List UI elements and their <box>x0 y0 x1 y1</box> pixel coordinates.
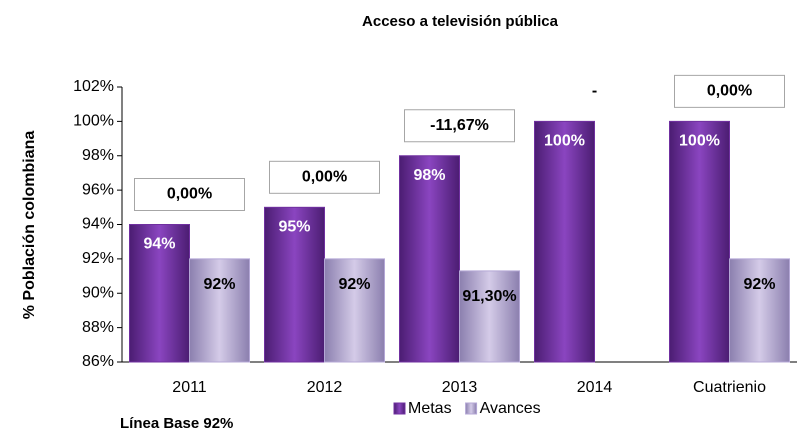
bar <box>129 224 190 363</box>
footnote: Línea Base 92% <box>120 415 233 432</box>
bar <box>729 258 790 363</box>
y-tick-label: 88% <box>82 319 114 336</box>
data-label: 91,30% <box>462 288 516 305</box>
bar <box>189 258 250 363</box>
bar <box>399 155 460 363</box>
data-label: 95% <box>278 219 310 236</box>
y-tick-label: 92% <box>82 250 114 267</box>
bar <box>264 206 325 363</box>
data-label: 100% <box>679 133 720 150</box>
bar <box>534 120 595 363</box>
x-tick-label: 2012 <box>307 379 343 396</box>
chart-title: Acceso a televisión pública <box>362 13 559 30</box>
data-label: 92% <box>203 276 235 293</box>
bar <box>459 270 520 363</box>
annotation-box <box>134 178 245 211</box>
data-label: 92% <box>743 276 775 293</box>
legend-swatch <box>393 402 406 415</box>
annotation: 0,00% <box>707 83 752 100</box>
x-tick-label: 2014 <box>577 379 613 396</box>
data-label: 98% <box>413 167 445 184</box>
data-label: 92% <box>338 276 370 293</box>
data-label: 94% <box>143 236 175 253</box>
y-tick-label: 98% <box>82 147 114 164</box>
bar <box>324 258 385 363</box>
annotation: 0,00% <box>167 186 212 203</box>
annotation: -11,67% <box>430 117 489 134</box>
data-label: 100% <box>544 133 585 150</box>
annotation-box <box>404 109 515 143</box>
annotation-box <box>674 74 785 108</box>
y-tick-label: 90% <box>82 284 114 301</box>
legend-label: Avances <box>480 400 541 417</box>
legend-swatch <box>465 402 478 415</box>
bar <box>669 120 730 363</box>
y-tick-label: 96% <box>82 181 114 198</box>
annotation: 0,00% <box>302 169 347 186</box>
annotation: - <box>592 83 597 100</box>
y-tick-label: 86% <box>82 353 114 370</box>
y-tick-label: 100% <box>73 113 114 130</box>
x-tick-label: 2013 <box>442 379 478 396</box>
y-tick-label: 94% <box>82 216 114 233</box>
y-axis-label: % Población colombiana <box>21 131 38 320</box>
annotation-box <box>269 160 380 194</box>
legend-label: Metas <box>408 400 452 417</box>
y-tick-label: 102% <box>73 78 114 95</box>
x-tick-label: 2011 <box>172 379 207 396</box>
x-tick-label: Cuatrienio <box>693 379 766 396</box>
